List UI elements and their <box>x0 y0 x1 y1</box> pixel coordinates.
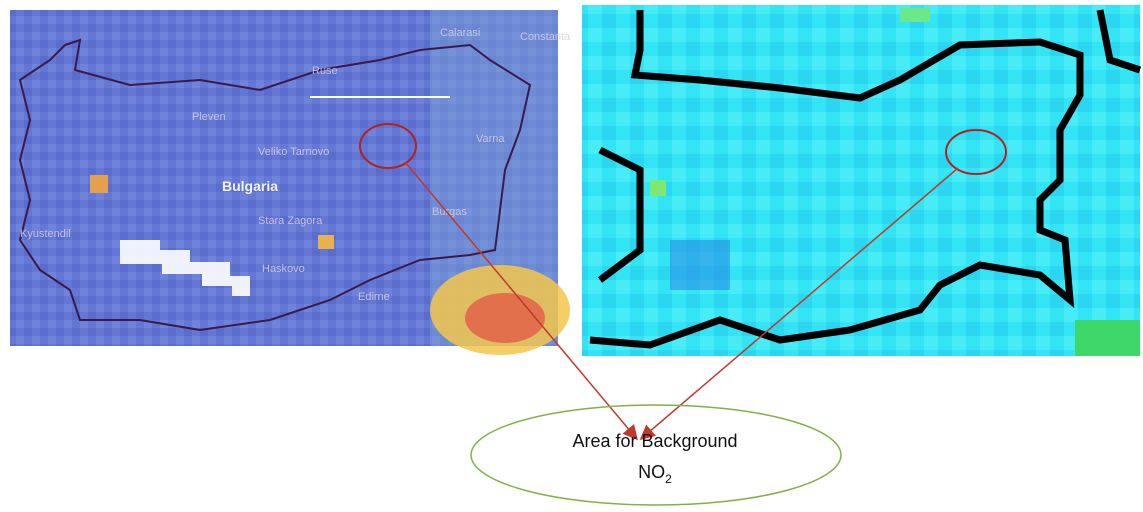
place-label: Kyustendil <box>20 228 71 240</box>
low-area <box>670 240 730 290</box>
country-label: Bulgaria <box>222 178 278 194</box>
right-map <box>582 5 1140 356</box>
hotspot <box>90 175 108 193</box>
hotspot <box>465 293 545 343</box>
subscript: 2 <box>665 472 672 486</box>
place-label: Varna <box>476 133 505 145</box>
left-map: Calarasi Constanta Ruse Pleven Veliko Ta… <box>10 10 571 355</box>
annotation-text: Area for Background <box>572 431 737 451</box>
annotation-text: NO2 <box>638 462 672 486</box>
place-label: Ruse <box>312 65 338 77</box>
hotspot <box>1075 320 1140 356</box>
place-label: Edirne <box>358 291 390 303</box>
figure: Calarasi Constanta Ruse Pleven Veliko Ta… <box>0 0 1143 512</box>
annotation-text: NO <box>638 462 665 482</box>
place-label: Pleven <box>192 111 226 123</box>
page: {"left_map": {"country": "Bulgaria", "pl… <box>0 0 1143 512</box>
place-label: Haskovo <box>262 263 305 275</box>
annotation-ellipse <box>471 405 841 505</box>
place-label: Stara Zagora <box>258 215 323 227</box>
place-label: Constanta <box>520 31 571 43</box>
place-label: Veliko Tarnovo <box>258 146 329 158</box>
hotspot <box>900 8 930 22</box>
hotspot <box>650 180 666 196</box>
place-label: Calarasi <box>440 27 480 39</box>
hotspot <box>318 235 334 249</box>
